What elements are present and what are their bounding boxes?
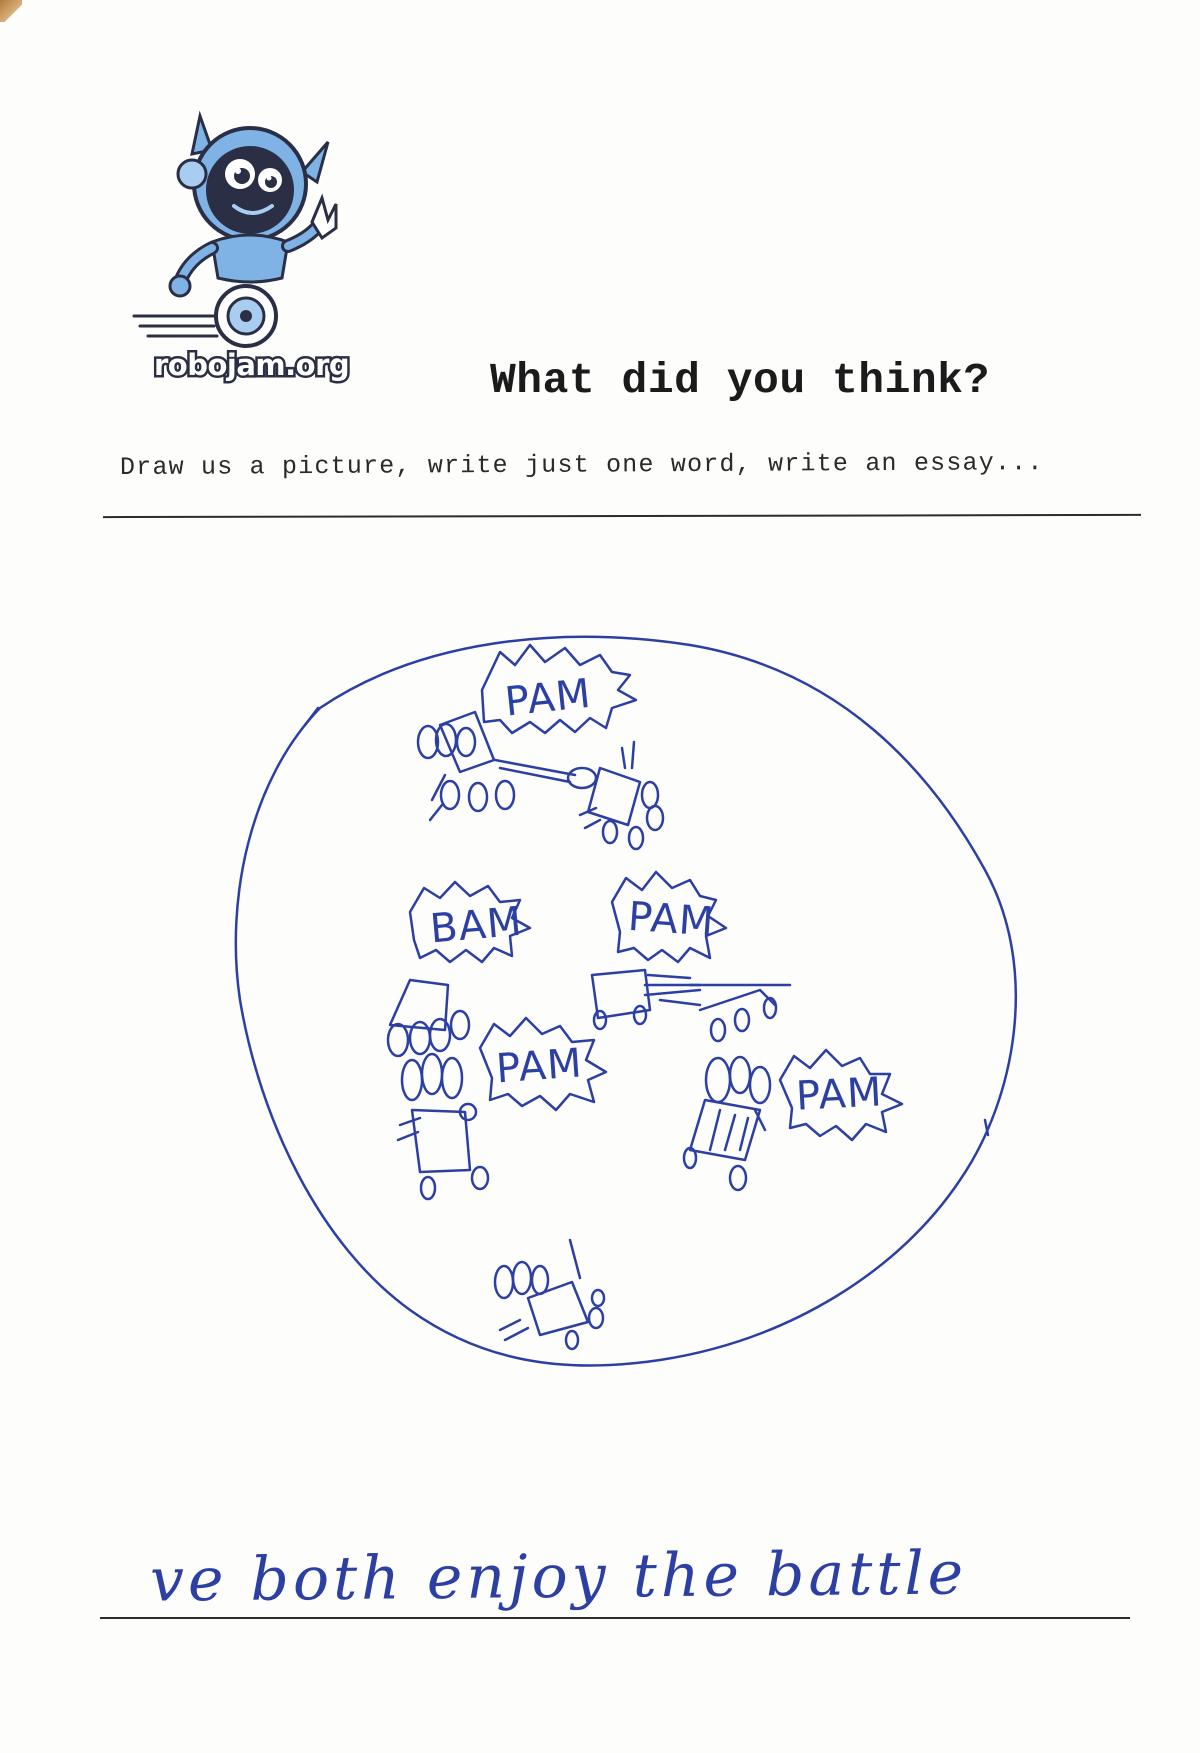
page-title: What did you think? xyxy=(490,356,990,405)
handwritten-response: ve both enjoy the battle xyxy=(149,1538,968,1616)
writing-line xyxy=(100,1617,1130,1619)
robot-drawing xyxy=(493,1238,606,1351)
robot-drawing xyxy=(386,978,471,1058)
speech-burst xyxy=(480,643,638,735)
robojam-logo: robojam.org xyxy=(122,110,352,390)
robot-drawing xyxy=(416,710,598,822)
speech-burst xyxy=(478,1016,608,1112)
sound-word: PAM xyxy=(503,671,594,726)
robot-drawing xyxy=(682,1055,772,1192)
sound-word: BAM xyxy=(428,899,524,953)
robot-drawing xyxy=(590,968,792,1043)
robot-drawing xyxy=(578,740,665,851)
sound-word: PAM xyxy=(495,1040,584,1092)
corner-mark xyxy=(0,0,22,22)
childs-drawing: PAM BAM PAM PAM PAM xyxy=(234,635,1017,1367)
sound-word: PAM xyxy=(795,1069,884,1119)
logo-wordmark: robojam.org xyxy=(151,346,352,385)
speech-burst xyxy=(610,870,728,964)
robot-drawing xyxy=(396,1052,490,1201)
speech-burst xyxy=(778,1048,904,1142)
sound-word: PAM xyxy=(627,894,716,946)
arena-circle xyxy=(234,635,1017,1367)
robot-mascot-icon xyxy=(132,110,338,348)
speech-burst xyxy=(408,880,532,964)
